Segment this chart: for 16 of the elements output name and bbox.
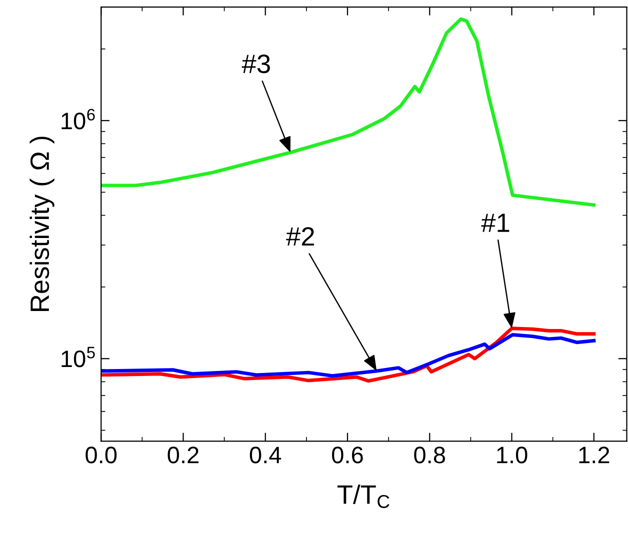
y-tick-label: 10$^{6}$ bbox=[62, 108, 95, 130]
annotation: #1 bbox=[481, 214, 510, 232]
x-tick-label: 0.0 bbox=[86, 446, 117, 464]
x-axis-title: T/T$_{C}$ bbox=[337, 484, 390, 508]
y-tick-label: 10$^{5}$ bbox=[62, 346, 95, 368]
x-tick-label: 1.0 bbox=[497, 446, 528, 464]
x-tick-label: 0.6 bbox=[332, 446, 363, 464]
x-tick-label: 1.2 bbox=[579, 446, 610, 464]
x-tick-label: 0.8 bbox=[414, 446, 446, 464]
annotation: #2 bbox=[286, 227, 314, 246]
x-tick-label: 0.2 bbox=[168, 446, 198, 464]
y-axis-title: Resistivity ( Ω ) bbox=[30, 136, 54, 311]
annotation: #3 bbox=[242, 54, 270, 74]
line-series bbox=[101, 17, 596, 207]
line-series bbox=[101, 333, 596, 378]
x-tick-label: 0.4 bbox=[250, 446, 282, 464]
